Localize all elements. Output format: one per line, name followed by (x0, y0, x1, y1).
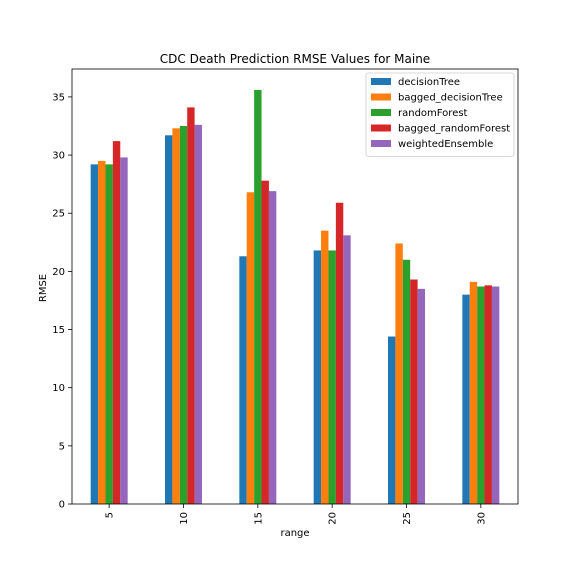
legend-swatch (371, 140, 391, 147)
x-tick-label: 25 (402, 512, 413, 525)
bar-bagged_decisionTree-20 (321, 230, 329, 505)
y-tick-label: 25 (52, 209, 65, 220)
y-tick-label: 0 (59, 500, 65, 511)
chart-title: CDC Death Prediction RMSE Values for Mai… (160, 52, 430, 66)
y-tick-label: 20 (52, 267, 65, 278)
bar-randomForest-30 (477, 286, 485, 504)
y-tick-label: 35 (52, 92, 65, 103)
x-axis-label: range (280, 528, 309, 539)
x-tick-label: 30 (476, 512, 487, 525)
legend-swatch (371, 124, 391, 132)
bar-bagged_decisionTree-15 (246, 192, 255, 505)
y-tick-label: 5 (59, 441, 65, 452)
bar-bagged_decisionTree-30 (469, 281, 478, 504)
legend-box (365, 72, 515, 157)
bar-randomForest-5 (105, 164, 113, 504)
bar-bagged_randomForest-20 (335, 202, 344, 504)
bar-bagged_decisionTree-25 (395, 243, 403, 504)
bar-decisionTree-5 (90, 164, 99, 504)
bar-bagged_randomForest-25 (410, 279, 418, 504)
x-tick-label: 10 (179, 512, 190, 525)
legend-label: weightedEnsemble (398, 139, 493, 150)
legend-label: bagged_randomForest (398, 124, 510, 135)
bar-weightedEnsemble-10 (194, 124, 202, 504)
y-axis-label: RMSE (38, 274, 49, 302)
bars-group (90, 89, 500, 505)
legend-label: bagged_decisionTree (398, 93, 503, 104)
bar-weightedEnsemble-15 (268, 191, 277, 504)
y-tick-label: 30 (52, 151, 65, 162)
legend-swatch (371, 93, 391, 101)
bar-randomForest-10 (179, 125, 188, 505)
bar-decisionTree-15 (239, 256, 247, 504)
bar-bagged_decisionTree-5 (98, 160, 106, 504)
bar-weightedEnsemble-25 (417, 288, 425, 504)
x-axis-ticks: 5 10 15 20 25 30 (105, 504, 487, 525)
bar-bagged_randomForest-30 (484, 285, 492, 504)
bar-randomForest-25 (402, 259, 411, 504)
bar-decisionTree-25 (388, 336, 396, 504)
legend: decisionTree bagged_decisionTree randomFor… (365, 72, 515, 157)
x-tick-label: 20 (328, 512, 339, 525)
bar-bagged_randomForest-5 (112, 141, 121, 505)
legend-swatch (371, 78, 391, 85)
bar-bagged_randomForest-10 (187, 107, 195, 504)
x-tick-label: 5 (105, 512, 116, 518)
bar-bagged_decisionTree-10 (172, 128, 180, 504)
bar-weightedEnsemble-5 (120, 157, 128, 504)
plot-area-frame (71, 68, 519, 505)
bar-randomForest-20 (328, 250, 336, 504)
legend-label: randomForest (398, 108, 468, 119)
bar-randomForest-15 (254, 89, 262, 504)
y-tick-label: 10 (52, 383, 65, 394)
y-axis-ticks: 0 5 10 15 20 25 30 35 (52, 92, 72, 511)
x-tick-label: 15 (253, 512, 264, 525)
bar-decisionTree-10 (165, 135, 173, 505)
bar-weightedEnsemble-20 (343, 235, 351, 504)
bar-bagged_randomForest-15 (261, 180, 269, 504)
legend-label: decisionTree (398, 77, 460, 88)
bar-weightedEnsemble-30 (491, 286, 500, 504)
legend-swatch (371, 109, 391, 116)
y-tick-label: 15 (52, 325, 65, 336)
bar-decisionTree-30 (462, 294, 470, 504)
bar-decisionTree-20 (313, 250, 322, 504)
